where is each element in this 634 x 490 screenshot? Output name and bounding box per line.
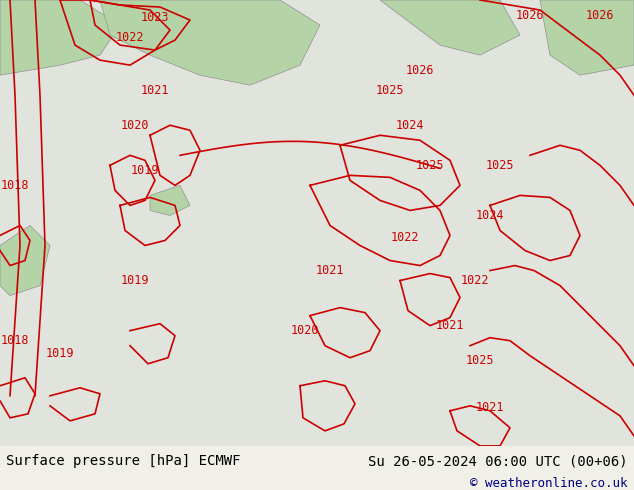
Text: 1025: 1025 <box>416 159 444 172</box>
Text: 1022: 1022 <box>391 231 419 244</box>
Text: Su 26-05-2024 06:00 UTC (00+06): Su 26-05-2024 06:00 UTC (00+06) <box>368 454 628 468</box>
Polygon shape <box>540 0 634 75</box>
Text: 1026: 1026 <box>586 8 614 22</box>
Text: 1018: 1018 <box>1 334 29 347</box>
Text: 1022: 1022 <box>461 274 489 287</box>
Text: 1024: 1024 <box>476 209 504 222</box>
Text: 1021: 1021 <box>436 319 464 332</box>
Polygon shape <box>150 185 190 216</box>
Polygon shape <box>0 225 50 295</box>
Text: 1021: 1021 <box>476 401 504 415</box>
Text: 1020: 1020 <box>120 119 149 132</box>
Text: 1025: 1025 <box>486 159 514 172</box>
Text: 1019: 1019 <box>46 347 74 360</box>
Text: 1023: 1023 <box>141 10 169 24</box>
Polygon shape <box>0 0 120 75</box>
Text: 1021: 1021 <box>141 84 169 97</box>
Text: 1025: 1025 <box>376 84 404 97</box>
Text: 1020: 1020 <box>291 324 320 337</box>
Text: 1019: 1019 <box>120 274 149 287</box>
Text: 1019: 1019 <box>131 164 159 177</box>
Text: 1021: 1021 <box>316 264 344 277</box>
Text: 1022: 1022 <box>116 30 145 44</box>
Text: 1024: 1024 <box>396 119 424 132</box>
Text: Surface pressure [hPa] ECMWF: Surface pressure [hPa] ECMWF <box>6 454 241 468</box>
Text: 1025: 1025 <box>466 354 495 367</box>
Polygon shape <box>380 0 520 55</box>
Text: © weatheronline.co.uk: © weatheronline.co.uk <box>470 477 628 490</box>
Text: 1018: 1018 <box>1 179 29 192</box>
Text: 1026: 1026 <box>515 8 544 22</box>
Text: 1026: 1026 <box>406 64 434 76</box>
Polygon shape <box>100 0 320 85</box>
